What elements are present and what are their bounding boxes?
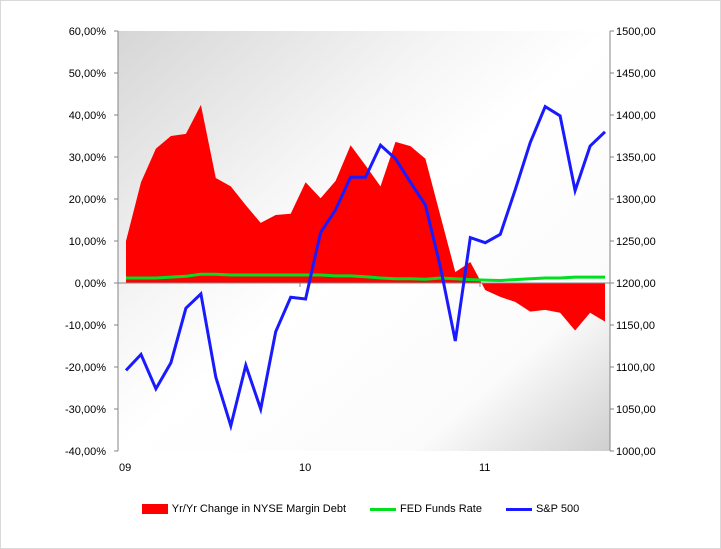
left-tick-label: 0,00% (75, 278, 106, 290)
legend-swatch-margin-debt (141, 504, 168, 514)
right-tick-label: 1300,00 (616, 194, 656, 206)
x-tick-label: 09 (119, 462, 131, 474)
right-tick-label: 1100,00 (616, 362, 655, 374)
left-tick-label: -30,00% (65, 404, 106, 416)
right-tick-label: 1450,00 (616, 68, 656, 80)
right-tick-label: 1150,00 (616, 320, 655, 332)
right-tick-label: 1000,00 (616, 446, 656, 458)
legend-item-sp500: S&P 500 (505, 503, 580, 515)
left-tick-label: -10,00% (65, 320, 106, 332)
x-tick-label: 10 (299, 462, 311, 474)
left-tick-label: -20,00% (65, 362, 106, 374)
right-tick-label: 1350,00 (616, 152, 656, 164)
left-tick-label: 20,00% (69, 194, 107, 206)
right-tick-label: 1400,00 (616, 110, 656, 122)
legend-label-margin-debt: Yr/Yr Change in NYSE Margin Debt (171, 503, 347, 515)
right-tick-label: 1200,00 (616, 278, 656, 290)
legend-swatch-fed-funds (370, 507, 397, 511)
x-tick-label: 11 (479, 462, 490, 474)
left-tick-label: 60,00% (69, 26, 107, 38)
right-tick-label: 1250,00 (616, 236, 656, 248)
left-tick-label: -40,00% (65, 446, 106, 458)
legend-swatch-sp500 (505, 507, 532, 511)
left-tick-label: 10,00% (69, 236, 107, 248)
left-tick-label: 50,00% (69, 68, 107, 80)
legend: Yr/Yr Change in NYSE Margin Debt FED Fun… (0, 503, 721, 515)
legend-item-margin-debt: Yr/Yr Change in NYSE Margin Debt (141, 503, 347, 515)
legend-item-fed-funds: FED Funds Rate (370, 503, 482, 515)
right-tick-label: 1050,00 (616, 404, 656, 416)
legend-label-sp500: S&P 500 (535, 503, 580, 515)
left-tick-label: 30,00% (69, 152, 107, 164)
left-tick-label: 40,00% (69, 110, 107, 122)
right-tick-label: 1500,00 (616, 26, 656, 38)
legend-label-fed-funds: FED Funds Rate (400, 503, 482, 515)
